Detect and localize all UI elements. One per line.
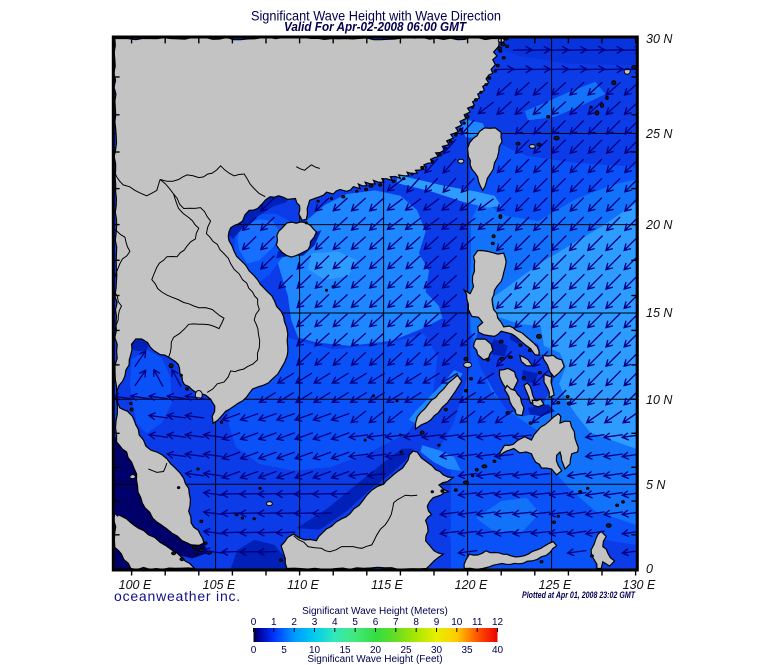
svg-text:Significant Wave Height with W: Significant Wave Height with Wave Direct… (251, 8, 501, 24)
svg-text:25: 25 (400, 645, 412, 656)
svg-text:oceanweather inc.: oceanweather inc. (114, 588, 241, 604)
svg-text:30: 30 (431, 645, 443, 656)
svg-text:0: 0 (251, 645, 257, 656)
svg-text:0: 0 (251, 617, 257, 628)
svg-text:12: 12 (492, 617, 504, 628)
svg-text:15 N: 15 N (646, 306, 673, 320)
svg-text:100 E: 100 E (119, 578, 152, 592)
svg-text:120 E: 120 E (455, 578, 488, 592)
svg-text:105 E: 105 E (203, 578, 236, 592)
svg-text:Plotted at Apr 01, 2008 23:02: Plotted at Apr 01, 2008 23:02 GMT (522, 590, 636, 600)
svg-text:8: 8 (413, 617, 419, 628)
svg-text:1: 1 (271, 617, 277, 628)
svg-text:0: 0 (646, 562, 653, 576)
svg-text:20 N: 20 N (645, 218, 673, 232)
svg-text:115 E: 115 E (371, 578, 403, 592)
svg-text:25 N: 25 N (645, 127, 673, 141)
svg-text:30 N: 30 N (646, 32, 673, 46)
svg-text:15: 15 (339, 645, 351, 656)
svg-text:5: 5 (281, 645, 287, 656)
svg-text:7: 7 (393, 617, 399, 628)
svg-text:125 E: 125 E (539, 578, 572, 592)
svg-text:11: 11 (472, 617, 483, 628)
svg-text:10: 10 (451, 617, 463, 628)
svg-text:5 N: 5 N (646, 478, 666, 492)
svg-text:5: 5 (352, 617, 358, 628)
svg-text:10 N: 10 N (646, 393, 673, 407)
svg-text:110 E: 110 E (287, 578, 319, 592)
svg-text:2: 2 (291, 617, 297, 628)
svg-text:40: 40 (492, 645, 504, 656)
svg-text:9: 9 (434, 617, 440, 628)
svg-text:10: 10 (309, 645, 321, 656)
svg-text:3: 3 (312, 617, 318, 628)
svg-text:130 E: 130 E (623, 578, 656, 592)
svg-text:Significant Wave Height (Feet): Significant Wave Height (Feet) (307, 654, 442, 665)
svg-text:6: 6 (373, 617, 379, 628)
svg-text:35: 35 (461, 645, 473, 656)
svg-text:Valid For Apr-02-2008 06:00 GM: Valid For Apr-02-2008 06:00 GMT (284, 20, 467, 34)
svg-text:4: 4 (332, 617, 338, 628)
svg-text:20: 20 (370, 645, 382, 656)
svg-text:Significant Wave Height (Meter: Significant Wave Height (Meters) (302, 606, 448, 617)
